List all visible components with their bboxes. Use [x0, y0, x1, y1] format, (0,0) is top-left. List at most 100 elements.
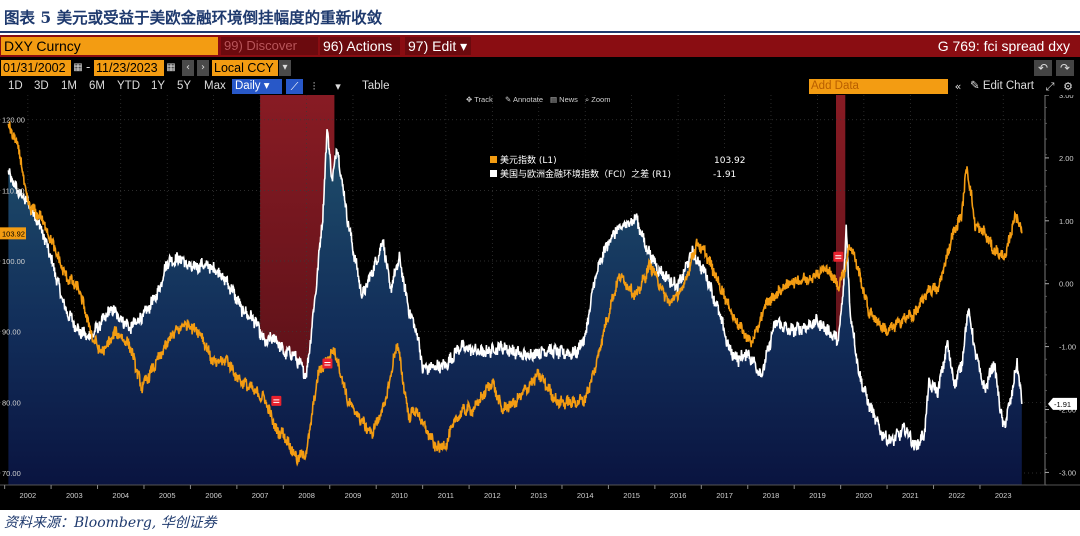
x-tick-label: 2009 [345, 491, 362, 500]
chevron-left-icon[interactable]: ‹ [182, 60, 194, 76]
right-tick-label: 1.00 [1059, 217, 1074, 226]
x-tick-label: 2012 [484, 491, 501, 500]
x-tick-label: 2004 [112, 491, 129, 500]
left-tick-label: 120.00 [2, 116, 25, 125]
left-tick-label: 100.00 [2, 257, 25, 266]
date-toolbar: 01/31/2002 ▦ - 11/23/2023 ▦ ‹ › Local CC… [0, 59, 1080, 77]
fci-last-badge: -1.91 [1048, 397, 1077, 410]
timeframe-1d[interactable]: 1D [8, 80, 23, 92]
x-tick-label: 2002 [20, 491, 37, 500]
timeframe-1m[interactable]: 1M [61, 80, 77, 92]
bloomberg-terminal: DXY Curncy 99) Discover 96) Actions ▾ 97… [0, 35, 1080, 510]
x-tick-label: 2019 [809, 491, 826, 500]
table-button[interactable]: Table [362, 80, 390, 92]
bar-chart-icon[interactable]: ⫶ [312, 80, 316, 93]
legend-label-dxy: 美元指数 (L1) [500, 154, 557, 166]
function-toolbar: DXY Curncy 99) Discover 96) Actions ▾ 97… [0, 35, 1080, 72]
timeframe-max[interactable]: Max [204, 80, 226, 92]
zoom-tool[interactable]: ⌕ Zoom [585, 95, 610, 104]
x-tick-label: 2007 [252, 491, 269, 500]
discover-button[interactable]: 99) Discover [221, 37, 318, 55]
dxy-line [7, 121, 1023, 467]
legend-swatch-fci [490, 170, 497, 177]
right-tick-label: -2.00 [1059, 406, 1076, 415]
event-marker-3[interactable] [833, 251, 844, 262]
actions-menu[interactable]: 96) Actions ▾ [320, 37, 400, 72]
date-separator: - [86, 60, 91, 74]
calendar-icon[interactable]: ▦ [73, 62, 83, 73]
annotate-tool[interactable]: ✎ Annotate [505, 95, 543, 104]
chart-tools: ✥ Track ✎ Annotate ▤ News ⌕ Zoom [466, 95, 610, 104]
expand-icon[interactable]: ⤢ [1045, 80, 1055, 93]
x-tick-label: 2010 [391, 491, 408, 500]
dxy-last-badge: 103.92 [0, 227, 26, 240]
start-date-input[interactable]: 01/31/2002 [1, 60, 71, 76]
legend-value-dxy: 103.92 [714, 156, 746, 166]
right-tick-label: 3.00 [1059, 95, 1074, 100]
redo-icon[interactable]: ↷ [1056, 60, 1074, 76]
recession-band-2 [836, 95, 846, 485]
figure-title: 图表 5 美元或受益于美欧金融环境倒挂幅度的重新收敛 [4, 8, 383, 27]
chevron-right-icon[interactable]: › [197, 60, 209, 76]
function-title: G 769: fci spread dxy [937, 38, 1070, 54]
track-tool[interactable]: ✥ Track [466, 95, 493, 104]
edit-menu[interactable]: 97) Edit ▾ [405, 37, 471, 55]
event-marker-2[interactable] [322, 358, 333, 369]
svg-text:-1.91: -1.91 [1054, 400, 1071, 409]
title-divider [0, 31, 1080, 33]
right-tick-label: -3.00 [1059, 468, 1076, 477]
source-note: 资料来源：Bloomberg, 华创证券 [4, 515, 217, 531]
line-chart-icon[interactable]: ⟋ [286, 79, 303, 94]
x-tick-label: 2020 [856, 491, 873, 500]
left-tick-label: 70.00 [2, 469, 21, 478]
x-tick-label: 2011 [438, 491, 454, 500]
x-tick-label: 2018 [763, 491, 780, 500]
undo-icon[interactable]: ↶ [1034, 60, 1052, 76]
legend-value-fci: -1.91 [713, 170, 736, 180]
collapse-icon[interactable]: « [954, 80, 962, 93]
x-tick-label: 2008 [298, 491, 315, 500]
legend-swatch-dxy [490, 156, 497, 163]
chart-canvas: ✥ Track ✎ Annotate ▤ News ⌕ Zoom 70.00 80… [0, 95, 1080, 500]
gear-icon[interactable]: ⚙ [1063, 80, 1073, 93]
edit-chart-button[interactable]: ✎ Edit Chart [970, 80, 1034, 92]
chevron-down-icon[interactable]: ▾ [335, 80, 341, 93]
calendar-icon[interactable]: ▦ [166, 62, 176, 73]
edit-chart-label: Edit Chart [982, 80, 1034, 92]
x-tick-label: 2005 [159, 491, 176, 500]
x-tick-label: 2014 [577, 491, 594, 500]
timeframe-6m[interactable]: 6M [89, 80, 105, 92]
x-tick-label: 2016 [670, 491, 687, 500]
right-tick-label: 2.00 [1059, 154, 1074, 163]
left-tick-label: 90.00 [2, 328, 21, 337]
x-tick-label: 2003 [66, 491, 83, 500]
right-tick-label: -1.00 [1059, 343, 1076, 352]
event-marker-1[interactable] [271, 395, 282, 406]
frequency-select[interactable]: Daily ▾ [232, 79, 282, 94]
x-tick-label: 2006 [205, 491, 222, 500]
x-tick-label: 2017 [716, 491, 733, 500]
right-tick-label: 0.00 [1059, 280, 1074, 289]
timeframe-toolbar: 1D 3D 1M 6M YTD 1Y 5Y Max Daily ▾ ⟋ ⫶ ▾ … [0, 78, 1080, 95]
timeframe-3d[interactable]: 3D [34, 80, 49, 92]
svg-text:103.92: 103.92 [2, 229, 25, 238]
x-tick-label: 2015 [623, 491, 640, 500]
x-tick-label: 2022 [948, 491, 965, 500]
security-field[interactable]: DXY Curncy [1, 37, 218, 55]
timeframe-ytd[interactable]: YTD [117, 80, 140, 92]
currency-select[interactable]: Local CCY [212, 60, 278, 76]
legend-label-fci: 美国与欧洲金融环境指数（FCI）之差 (R1) [500, 168, 671, 180]
chart-legend: 美元指数 (L1) 103.92 美国与欧洲金融环境指数（FCI）之差 (R1)… [485, 150, 750, 184]
left-tick-label: 110.00 [2, 186, 24, 195]
chevron-down-icon[interactable]: ▾ [279, 60, 291, 76]
news-tool[interactable]: ▤ News [550, 95, 578, 104]
end-date-input[interactable]: 11/23/2023 [94, 60, 164, 76]
timeframe-1y[interactable]: 1Y [151, 80, 166, 92]
x-tick-label: 2021 [902, 491, 919, 500]
fci-spread-line [7, 129, 1023, 451]
add-data-input[interactable]: Add Data [809, 79, 948, 94]
left-tick-label: 80.00 [2, 398, 21, 407]
x-tick-label: 2013 [530, 491, 547, 500]
x-tick-label: 2023 [995, 491, 1012, 500]
timeframe-5y[interactable]: 5Y [177, 80, 192, 92]
